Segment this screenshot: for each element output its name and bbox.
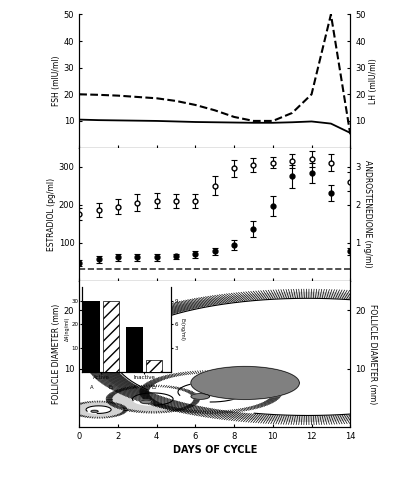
Polygon shape bbox=[191, 394, 209, 399]
Y-axis label: ESTRADIOL (pg/ml): ESTRADIOL (pg/ml) bbox=[47, 178, 56, 251]
Polygon shape bbox=[133, 393, 173, 405]
Y-axis label: FOLLICLE DIAMETER (mm): FOLLICLE DIAMETER (mm) bbox=[368, 304, 377, 404]
Polygon shape bbox=[141, 400, 152, 404]
Polygon shape bbox=[71, 401, 126, 418]
Y-axis label: LH (mIU/ml): LH (mIU/ml) bbox=[369, 58, 377, 104]
X-axis label: DAYS OF CYCLE: DAYS OF CYCLE bbox=[173, 445, 257, 455]
Polygon shape bbox=[95, 292, 417, 421]
Polygon shape bbox=[114, 298, 417, 416]
Y-axis label: ANDROSTENEDIONE (ng/ml): ANDROSTENEDIONE (ng/ml) bbox=[363, 160, 372, 268]
Bar bbox=[103, 301, 119, 372]
Bar bbox=[146, 360, 162, 372]
Polygon shape bbox=[86, 406, 111, 413]
Polygon shape bbox=[108, 385, 197, 412]
Y-axis label: FSH (mIU/ml): FSH (mIU/ml) bbox=[52, 56, 61, 106]
Polygon shape bbox=[91, 410, 98, 412]
Y-axis label: FOLLICLE DIAMETER (mm): FOLLICLE DIAMETER (mm) bbox=[52, 304, 61, 404]
Y-axis label: E₂(ng/ml): E₂(ng/ml) bbox=[180, 318, 185, 340]
Polygon shape bbox=[143, 372, 279, 412]
Polygon shape bbox=[178, 382, 244, 402]
Polygon shape bbox=[191, 367, 299, 399]
